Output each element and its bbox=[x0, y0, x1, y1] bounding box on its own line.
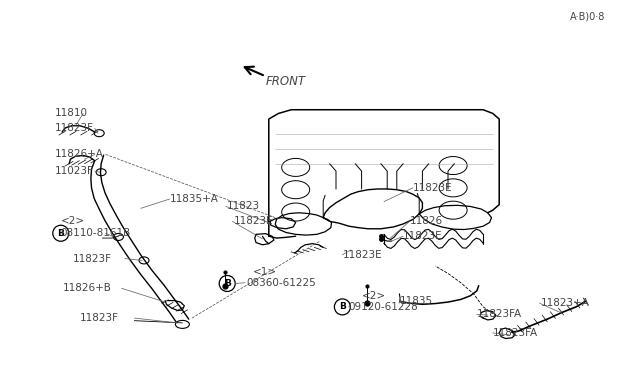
Text: <1>: <1> bbox=[253, 267, 277, 276]
Text: 11826+B: 11826+B bbox=[63, 283, 112, 293]
Text: 11823E: 11823E bbox=[234, 217, 273, 226]
Text: 11823E: 11823E bbox=[413, 183, 452, 193]
Text: B: B bbox=[339, 302, 346, 311]
Text: 11023F: 11023F bbox=[54, 166, 93, 176]
Text: <2>: <2> bbox=[362, 291, 386, 301]
Ellipse shape bbox=[113, 234, 124, 240]
Text: 11823: 11823 bbox=[227, 202, 260, 211]
Ellipse shape bbox=[96, 169, 106, 176]
Text: 08110-8161B: 08110-8161B bbox=[61, 228, 131, 237]
Text: <2>: <2> bbox=[61, 217, 85, 226]
Text: 11823FA: 11823FA bbox=[477, 310, 522, 319]
Text: 11823+A: 11823+A bbox=[541, 298, 589, 308]
Ellipse shape bbox=[139, 257, 149, 264]
Text: 11835: 11835 bbox=[400, 296, 433, 306]
Text: 11810: 11810 bbox=[54, 109, 88, 118]
Text: 11823E: 11823E bbox=[342, 250, 382, 260]
Text: A·B)0·8: A·B)0·8 bbox=[570, 12, 605, 22]
Text: FRONT: FRONT bbox=[266, 76, 306, 88]
Text: 11823F: 11823F bbox=[73, 254, 112, 263]
Text: 11823FA: 11823FA bbox=[493, 328, 538, 338]
Ellipse shape bbox=[94, 130, 104, 137]
Text: 11835+A: 11835+A bbox=[170, 194, 218, 204]
Ellipse shape bbox=[175, 320, 189, 328]
Text: 09120-61228: 09120-61228 bbox=[349, 302, 419, 312]
Text: 11826+A: 11826+A bbox=[54, 150, 103, 159]
Text: B: B bbox=[58, 229, 64, 238]
Text: B: B bbox=[224, 279, 230, 288]
Text: 11823F: 11823F bbox=[79, 313, 118, 323]
Text: 11826: 11826 bbox=[410, 217, 443, 226]
Text: 11823E: 11823E bbox=[403, 231, 443, 241]
Text: 11823F: 11823F bbox=[54, 124, 93, 133]
Text: 08360-61225: 08360-61225 bbox=[246, 278, 316, 288]
